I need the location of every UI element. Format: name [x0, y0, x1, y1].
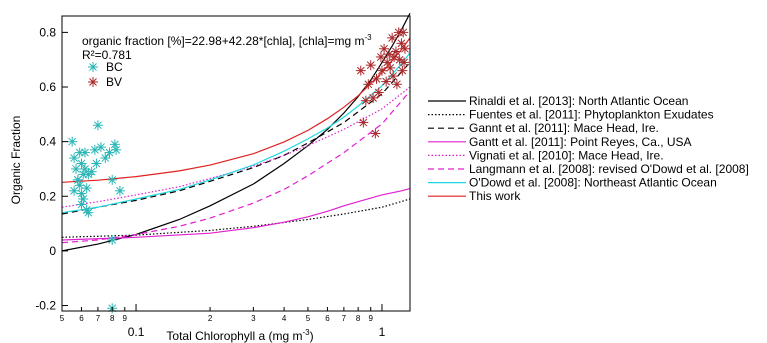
x-minor-tick-label: 2	[208, 314, 213, 323]
axes: -0.200.20.40.60.80.1 15 6 7 8 9 2 3 4 5 6 7 8 9	[35, 25, 385, 339]
data-point	[385, 62, 396, 73]
data-point	[370, 128, 381, 139]
data-point	[358, 117, 369, 128]
x-minor-tick-label: 3	[251, 314, 256, 323]
legend-line-label: Langmann et al. [2008]: revised O'Dowd e…	[469, 162, 749, 176]
data-point	[79, 147, 90, 158]
data-point	[387, 32, 398, 43]
x-axis-label: Total Chlorophyll a (mg m-3)	[166, 328, 313, 343]
data-point	[399, 43, 410, 54]
data-point	[375, 51, 386, 62]
data-point	[91, 158, 102, 169]
equation-text: organic fraction [%]=22.98+42.28*[chla],…	[82, 33, 372, 48]
legend-line-label: O'Dowd et al. [2008]: Northeast Atlantic…	[469, 176, 717, 190]
x-major-tick-label: 0.1	[128, 325, 145, 339]
series-line	[61, 52, 411, 214]
x-axis-label-end: )	[310, 329, 314, 343]
legend-label: BC	[106, 60, 123, 74]
series-line	[61, 62, 411, 215]
x-major-tick-label: 1	[379, 325, 386, 339]
data-point	[371, 73, 382, 84]
data-point	[381, 76, 392, 87]
legend-line-label: This work	[469, 189, 521, 203]
data-point	[81, 183, 92, 194]
data-point	[388, 71, 399, 82]
y-tick-label: 0.2	[39, 189, 56, 203]
data-point	[67, 136, 78, 147]
legend-line-label: Vignati et al. [2010]: Mace Head, Ire.	[469, 148, 664, 162]
legend-line-label: Rinaldi et al. [2013]: North Atlantic Oc…	[469, 94, 688, 108]
equation-main: organic fraction [%]=22.98+42.28*[chla],…	[82, 34, 365, 48]
x-minor-tick-label: 8	[110, 314, 115, 323]
data-point	[360, 95, 371, 106]
r-squared-text: R²=0.781	[82, 48, 132, 62]
y-tick-label: -0.2	[35, 299, 56, 313]
data-point	[398, 27, 409, 38]
y-tick-label: 0	[49, 244, 56, 258]
line-legend: Rinaldi et al. [2013]: North Atlantic Oc…	[428, 94, 749, 203]
data-point	[382, 57, 393, 68]
x-minor-tick-label: 6	[325, 314, 330, 323]
series-line	[61, 188, 411, 241]
data-point	[376, 65, 387, 76]
legend-line-label: Gannt et al. [2011]: Mace Head, Ire.	[469, 121, 659, 135]
y-tick-label: 0.8	[39, 25, 56, 39]
legend-marker	[88, 62, 98, 72]
x-axis-label-superscript: -3	[302, 328, 310, 337]
data-point	[391, 79, 402, 90]
data-point	[114, 185, 125, 196]
series-line	[61, 86, 411, 208]
y-tick-label: 0.6	[39, 80, 56, 94]
x-minor-tick-label: 6	[79, 314, 84, 323]
x-minor-tick-label: 8	[356, 314, 361, 323]
data-point	[95, 142, 106, 153]
data-point	[76, 158, 87, 169]
data-point	[92, 120, 103, 131]
data-point	[83, 207, 94, 218]
x-minor-tick-label: 9	[123, 314, 128, 323]
data-point	[397, 65, 408, 76]
data-point	[107, 174, 118, 185]
legend-marker	[88, 77, 98, 87]
series-line	[61, 198, 411, 238]
data-point	[111, 144, 122, 155]
legend-label: BV	[106, 75, 122, 89]
data-point	[399, 57, 410, 68]
y-axis-label: Organic Fraction	[9, 116, 23, 205]
data-point	[363, 79, 374, 90]
data-point	[107, 234, 118, 245]
data-point	[74, 180, 85, 191]
series-line	[61, 90, 411, 244]
data-point	[100, 153, 111, 164]
data-point	[390, 46, 401, 57]
data-point	[72, 174, 83, 185]
data-point	[396, 38, 407, 49]
data-point	[81, 204, 92, 215]
x-minor-tick-label: 5	[60, 314, 65, 323]
x-axis-label-main: Total Chlorophyll a (mg m	[166, 329, 302, 343]
x-minor-tick-label: 5	[306, 314, 311, 323]
data-point	[355, 65, 366, 76]
x-minor-tick-label: 9	[368, 314, 373, 323]
x-minor-tick-label: 4	[282, 314, 287, 323]
equation-superscript: -3	[365, 33, 373, 42]
data-point	[86, 166, 97, 177]
legend-line-label: Fuentes et al. [2011]: Phytoplankton Exu…	[469, 108, 714, 122]
legend-line-label: Gantt et al. [2011]: Point Reyes, Ca., U…	[469, 135, 692, 149]
x-minor-tick-label: 7	[342, 314, 347, 323]
plot-frame	[61, 15, 411, 312]
x-minor-tick-label: 7	[96, 314, 101, 323]
y-tick-label: 0.4	[39, 135, 56, 149]
data-point	[78, 194, 89, 205]
data-point	[373, 87, 384, 98]
series-line	[61, 37, 411, 183]
data-point	[365, 60, 376, 71]
